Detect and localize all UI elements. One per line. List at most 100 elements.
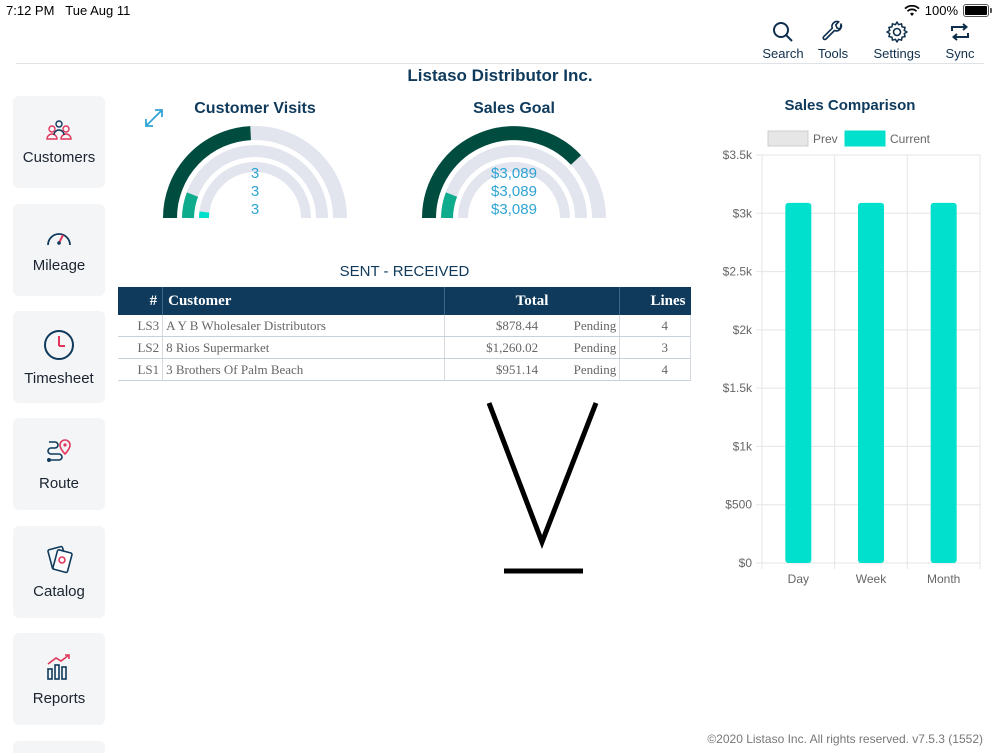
customer-visits-value-3: 3 — [250, 201, 260, 218]
settings-button[interactable]: Settings — [869, 20, 925, 61]
cell-customer: A Y B Wholesaler Distributors — [162, 315, 445, 337]
col-total-header: Total — [444, 287, 621, 315]
footer-copyright: ©2020 Listaso Inc. All rights reserved. … — [707, 732, 983, 746]
customers-icon — [46, 120, 72, 140]
toolbar-divider — [16, 63, 984, 64]
wifi-icon — [904, 4, 920, 16]
route-pin-icon — [47, 439, 71, 462]
sidebar-item-customers[interactable]: Customers — [13, 96, 105, 188]
speedometer-icon — [47, 233, 71, 246]
sales-comparison-chart: Prev Current $0 $500 $1k $1.5k $2k $2.5k $3k $3.… — [723, 130, 981, 586]
sidebar-item-timesheet[interactable]: Timesheet — [13, 311, 105, 403]
wrench-icon — [822, 20, 843, 41]
sales-goal-value-3: $3,089 — [491, 201, 537, 218]
customer-visits-gauge — [163, 126, 347, 219]
sidebar-item-label: Reports — [32, 690, 86, 707]
settings-label: Settings — [873, 46, 921, 61]
bar-current-day[interactable] — [785, 202, 812, 563]
cell-status: Pending — [541, 315, 621, 337]
catalog-icon — [47, 545, 73, 574]
status-time: 7:12 PM — [6, 3, 55, 18]
customer-visits-value-2: 3 — [250, 183, 260, 200]
search-label: Search — [762, 46, 804, 61]
search-icon — [773, 22, 793, 42]
legend-swatch-current[interactable] — [844, 130, 886, 147]
y-tick-label: $2k — [733, 323, 753, 337]
cell-lines: 4 — [619, 358, 691, 381]
col-lines-header: Lines — [619, 287, 691, 315]
chart-bars — [785, 202, 957, 563]
table-row[interactable]: LS2 8 Rios Supermarket $1,260.02 Pending… — [118, 336, 691, 359]
x-tick-label: Week — [856, 572, 887, 586]
cell-lines: 3 — [619, 336, 691, 359]
bar-current-month[interactable] — [930, 202, 957, 563]
legend-label-current[interactable]: Current — [890, 132, 931, 146]
cell-status: Pending — [541, 336, 621, 359]
sidebar-item-label: Customers — [22, 149, 96, 166]
sent-received-title: SENT - RECEIVED — [339, 263, 470, 280]
cell-num: LS3 — [118, 315, 164, 337]
y-tick-label: $500 — [725, 498, 752, 512]
x-tick-label: Day — [788, 572, 809, 586]
table-header-row: # Customer Total Lines — [118, 287, 691, 315]
sales-goal-gauge — [422, 126, 606, 219]
cell-status: Pending — [541, 358, 621, 381]
sidebar-item-catalog[interactable]: Catalog — [13, 526, 105, 618]
search-button[interactable]: Search — [755, 20, 811, 61]
status-bar-time: 7:12 PM Tue Aug 11 — [6, 3, 130, 18]
cell-num: LS2 — [118, 336, 164, 359]
status-date: Tue Aug 11 — [65, 3, 131, 18]
col-customer-header: Customer — [162, 287, 445, 315]
sidebar-item-mileage[interactable]: Mileage — [13, 204, 105, 296]
cell-customer: 3 Brothers Of Palm Beach — [162, 358, 445, 381]
col-num-header: # — [118, 287, 164, 315]
sidebar-item-partial — [13, 741, 105, 753]
customer-visits-title: Customer Visits — [194, 100, 316, 117]
x-tick-label: Month — [927, 572, 960, 586]
cell-total: $878.44 — [444, 315, 542, 337]
cell-customer: 8 Rios Supermarket — [162, 336, 445, 359]
sidebar-item-label: Timesheet — [24, 370, 94, 387]
cell-lines: 4 — [619, 315, 691, 337]
tools-button[interactable]: Tools — [805, 20, 861, 61]
sales-goal-value-1: $3,089 — [491, 165, 537, 182]
status-bar-right: 100% — [904, 3, 992, 18]
y-tick-label: $2.5k — [723, 265, 753, 279]
expand-icon[interactable] — [143, 107, 165, 129]
sync-icon — [951, 23, 969, 41]
sidebar-item-label: Route — [38, 475, 80, 492]
chart-x-labels: Day Week Month — [788, 572, 961, 586]
chart-icon — [47, 654, 70, 680]
sales-goal-value-2: $3,089 — [491, 183, 537, 200]
tools-label: Tools — [817, 46, 849, 61]
clock-icon — [44, 330, 74, 360]
sent-received-table: # Customer Total Lines LS3 A Y B Wholesa… — [118, 287, 691, 381]
y-tick-label: $1k — [733, 439, 753, 453]
legend-swatch-prev[interactable] — [767, 130, 809, 147]
bar-current-week[interactable] — [858, 202, 884, 563]
sidebar-item-label: Catalog — [33, 583, 85, 600]
sync-button[interactable]: Sync — [932, 20, 988, 61]
sync-label: Sync — [945, 46, 975, 61]
scroll-down-indicator-icon[interactable] — [484, 400, 606, 580]
y-tick-label: $3k — [733, 206, 753, 220]
legend-label-prev[interactable]: Prev — [813, 132, 838, 146]
y-tick-label: $1.5k — [723, 381, 753, 395]
cell-total: $1,260.02 — [444, 336, 542, 359]
battery-percent: 100% — [924, 3, 958, 18]
customer-visits-value-1: 3 — [250, 165, 260, 182]
battery-icon — [963, 4, 989, 17]
cell-num: LS1 — [118, 358, 164, 381]
sidebar-item-reports[interactable]: Reports — [13, 633, 105, 725]
company-name: Listaso Distributor Inc. — [407, 66, 593, 82]
y-tick-label: $3.5k — [723, 148, 753, 162]
gear-icon — [886, 21, 908, 43]
cell-total: $951.14 — [444, 358, 542, 381]
sidebar-item-label: Mileage — [32, 257, 86, 274]
chart-legend: Prev Current — [767, 130, 931, 147]
sidebar-item-route[interactable]: Route — [13, 418, 105, 510]
table-row[interactable]: LS1 3 Brothers Of Palm Beach $951.14 Pen… — [118, 358, 691, 381]
table-row[interactable]: LS3 A Y B Wholesaler Distributors $878.4… — [118, 315, 691, 337]
sales-goal-title: Sales Goal — [473, 100, 555, 117]
y-tick-label: $0 — [739, 556, 753, 570]
